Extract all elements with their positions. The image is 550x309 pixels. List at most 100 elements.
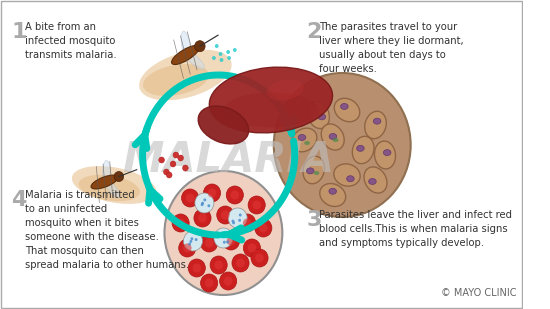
Ellipse shape [333,138,338,142]
Circle shape [236,259,245,268]
Circle shape [195,41,205,52]
Circle shape [159,157,164,163]
Ellipse shape [298,134,306,141]
Circle shape [204,184,221,202]
Circle shape [243,239,261,257]
Circle shape [179,239,196,257]
Circle shape [164,171,282,295]
Text: A bite from an
infected mosquito
transmits malaria.: A bite from an infected mosquito transmi… [25,22,117,60]
Ellipse shape [329,133,337,139]
Circle shape [223,241,226,244]
Ellipse shape [143,64,209,96]
Ellipse shape [198,106,249,144]
Ellipse shape [303,156,324,184]
Circle shape [218,235,221,238]
Ellipse shape [375,141,395,169]
Ellipse shape [72,166,156,204]
Ellipse shape [353,136,374,164]
Ellipse shape [314,171,320,175]
Circle shape [184,231,202,251]
Ellipse shape [307,101,329,129]
Ellipse shape [103,178,120,198]
Circle shape [195,193,214,213]
Circle shape [183,165,188,171]
Circle shape [214,228,233,248]
Ellipse shape [79,175,140,201]
Circle shape [219,58,223,62]
Circle shape [190,237,194,240]
Ellipse shape [172,45,199,65]
Text: © MAYO CLINIC: © MAYO CLINIC [441,288,516,298]
Ellipse shape [318,114,326,120]
Circle shape [205,278,213,287]
Circle shape [192,264,201,273]
Circle shape [218,234,221,236]
Circle shape [212,56,216,60]
Circle shape [243,218,251,227]
Circle shape [170,161,176,167]
Circle shape [201,234,218,252]
Circle shape [224,277,233,286]
Text: Malaria is transmitted
to an uninfected
mosquito when it bites
someone with the : Malaria is transmitted to an uninfected … [25,190,189,270]
Circle shape [227,56,231,60]
Ellipse shape [266,79,304,100]
Ellipse shape [383,150,391,156]
Ellipse shape [320,184,345,206]
Circle shape [233,48,236,52]
Circle shape [232,221,235,224]
Ellipse shape [356,145,364,151]
Circle shape [222,232,240,250]
Circle shape [114,171,124,181]
Circle shape [201,202,204,205]
Ellipse shape [340,104,348,109]
Circle shape [232,254,249,272]
Ellipse shape [368,179,376,184]
Circle shape [215,44,219,48]
Circle shape [163,169,169,175]
Circle shape [255,253,264,263]
Circle shape [188,259,205,277]
Ellipse shape [223,92,318,128]
Ellipse shape [346,176,354,182]
Circle shape [182,189,199,207]
Circle shape [239,214,256,232]
Text: 1: 1 [12,22,27,42]
Circle shape [172,214,189,232]
Circle shape [248,243,256,252]
Text: MALARIA: MALARIA [122,139,334,181]
Circle shape [195,238,197,241]
Ellipse shape [181,31,190,58]
Circle shape [239,214,241,217]
Text: 3: 3 [306,210,322,230]
Circle shape [201,203,204,206]
Circle shape [274,73,411,217]
Circle shape [251,249,268,267]
Ellipse shape [103,160,110,185]
Circle shape [177,218,185,227]
Ellipse shape [365,111,386,139]
Circle shape [230,191,239,200]
Circle shape [255,219,272,237]
Circle shape [207,204,210,207]
Circle shape [226,240,229,243]
Circle shape [228,208,247,228]
Circle shape [214,260,223,269]
Ellipse shape [364,167,387,193]
Circle shape [252,201,261,210]
Circle shape [248,196,265,214]
Text: The parasites travel to your
liver where they lie dormant,
usually about ten day: The parasites travel to your liver where… [320,22,464,74]
Circle shape [232,220,234,223]
Ellipse shape [91,175,118,189]
Circle shape [205,239,213,248]
Circle shape [178,155,184,161]
Circle shape [219,52,222,56]
Text: 4: 4 [12,190,27,210]
Ellipse shape [306,168,314,174]
Ellipse shape [329,188,337,194]
Ellipse shape [184,50,205,69]
Circle shape [210,256,227,274]
Circle shape [259,223,268,232]
Circle shape [173,152,179,158]
Ellipse shape [304,141,310,145]
Ellipse shape [373,118,381,124]
